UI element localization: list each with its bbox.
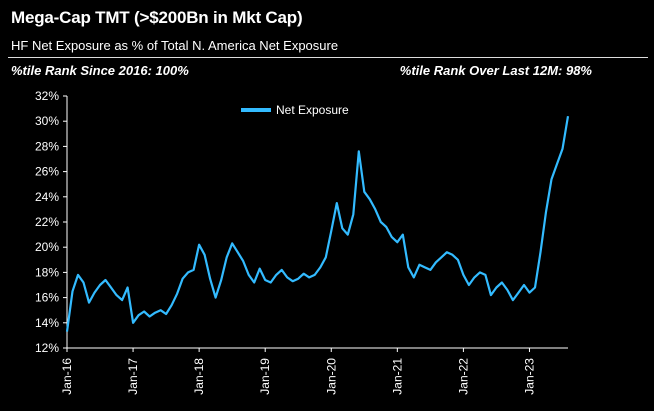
x-axis-ticks: Jan-16 Jan-17 Jan-18 Jan-19 Jan-20 Jan-21 Jan-… (60, 348, 536, 395)
y-tick-label: 24% (35, 190, 59, 204)
y-tick-label: 28% (35, 139, 59, 153)
x-tick-label: Jan-16 (60, 358, 74, 395)
y-tick-label: 18% (35, 265, 59, 279)
x-tick-label: Jan-17 (126, 358, 140, 395)
y-tick-label: 16% (35, 291, 59, 305)
x-tick-label: Jan-22 (456, 358, 470, 395)
legend-label-net-exposure: Net Exposure (276, 103, 349, 117)
header-divider (8, 57, 648, 58)
y-tick-label: 14% (35, 316, 59, 330)
chart-title: Mega-Cap TMT (>$200Bn in Mkt Cap) (11, 8, 303, 27)
y-tick-label: 32% (35, 89, 59, 103)
y-tick-label: 20% (35, 240, 59, 254)
y-tick-label: 26% (35, 165, 59, 179)
x-tick-label: Jan-19 (258, 358, 272, 395)
x-tick-label: Jan-23 (522, 358, 536, 395)
percentile-rank-last-12m: %tile Rank Over Last 12M: 98% (399, 63, 592, 78)
chart-legend: Net Exposure (241, 103, 349, 117)
y-tick-label: 22% (35, 215, 59, 229)
percentile-rank-since-2016: %tile Rank Since 2016: 100% (11, 63, 189, 78)
x-tick-label: Jan-21 (390, 358, 404, 395)
x-tick-label: Jan-20 (324, 358, 338, 395)
y-tick-label: 12% (35, 341, 59, 355)
chart-axes (66, 96, 568, 349)
net-exposure-series-line (65, 116, 570, 332)
y-tick-label: 30% (35, 114, 59, 128)
y-axis-ticks: 12% 14% 16% 18% 20% 22% 24% 26% 28% 30% 32% (35, 89, 67, 355)
chart-subtitle: HF Net Exposure as % of Total N. America… (11, 38, 339, 53)
x-tick-label: Jan-18 (192, 358, 206, 395)
